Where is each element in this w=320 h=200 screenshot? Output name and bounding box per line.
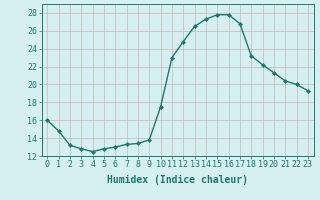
X-axis label: Humidex (Indice chaleur): Humidex (Indice chaleur) [107, 175, 248, 185]
